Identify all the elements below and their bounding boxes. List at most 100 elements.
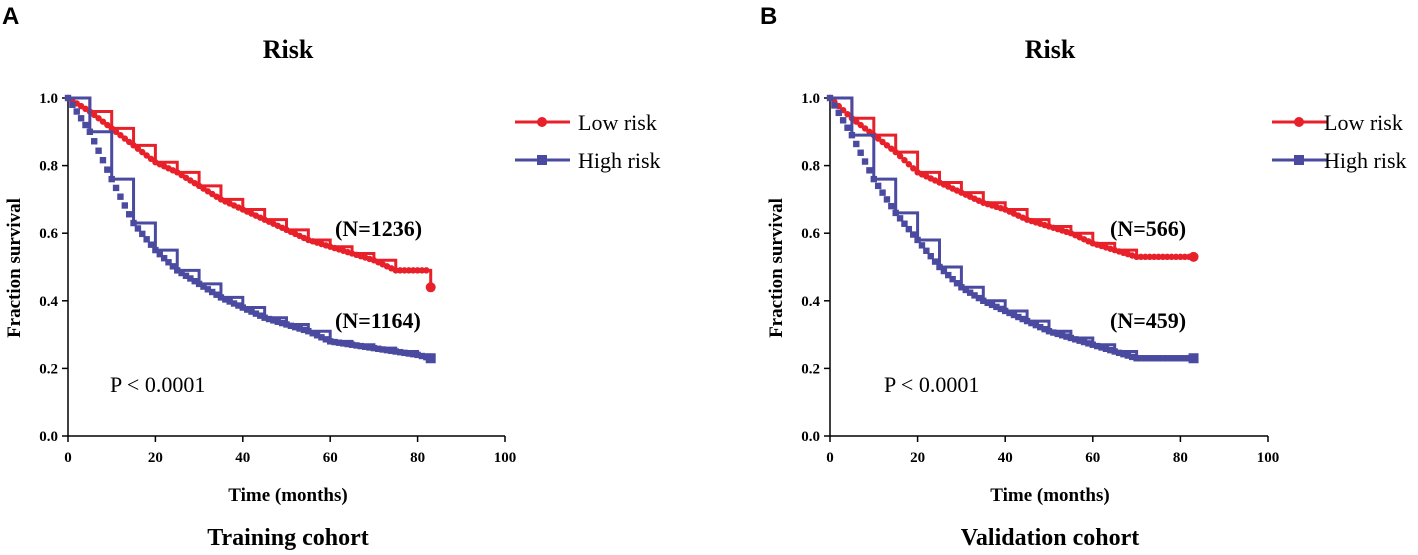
data-point-low-risk [1150,253,1158,261]
data-point-high-risk [1050,329,1057,336]
data-point-high-risk [112,184,120,192]
data-point-low-risk [883,142,891,149]
data-point-low-risk [1172,253,1180,261]
data-point-high-risk [143,236,150,243]
data-point-high-risk [99,156,107,164]
data-point-low-risk [423,267,430,274]
data-point-high-risk [844,124,851,131]
chart-title: Risk [263,35,314,64]
data-point-high-risk [278,319,286,327]
x-tick-label: 80 [410,450,425,466]
data-point-high-risk [1006,309,1013,317]
data-point-high-risk [204,286,212,293]
data-point-high-risk [1058,332,1066,339]
data-point-high-risk [283,321,290,328]
data-point-high-risk [265,315,273,323]
data-point-high-risk [292,323,299,331]
data-point-high-risk [1115,349,1123,357]
data-point-high-risk [130,219,137,227]
data-point-low-risk [853,118,860,125]
data-point-high-risk [353,342,360,349]
data-point-high-risk [82,121,89,129]
data-point-high-risk [91,138,98,145]
legend-label-low-risk: Low risk [1324,110,1403,135]
data-point-high-risk [1133,355,1140,362]
data-point-high-risk [125,211,133,218]
data-point-high-risk [174,267,181,274]
data-point-low-risk [91,111,98,119]
data-point-high-risk [962,286,969,294]
data-point-high-risk [388,347,395,355]
data-point-high-risk [309,330,316,337]
x-tick-label: 100 [494,450,517,466]
data-point-low-risk [139,148,146,156]
data-point-high-risk [988,301,996,309]
data-point-high-risk [331,338,338,346]
data-point-high-risk [383,346,391,354]
data-point-high-risk [160,255,168,262]
data-point-high-risk [1098,344,1105,351]
y-axis-label: Fraction survival [4,198,25,338]
cohort-caption: Validation cohort [961,525,1139,551]
data-point-high-risk [892,209,899,217]
data-point-high-risk [296,325,303,332]
data-point-high-risk [831,102,838,109]
data-point-high-risk [300,326,308,334]
data-point-high-risk [222,296,229,303]
data-point-high-risk [165,259,172,266]
data-point-high-risk [104,166,111,173]
data-point-high-risk [327,338,334,345]
panel-letter-a: A [2,3,19,30]
data-point-low-risk [905,161,913,168]
data-point-high-risk [953,280,961,287]
data-point-high-risk [984,299,991,307]
data-point-high-risk [923,247,930,254]
data-point-high-risk [248,308,255,315]
data-point-high-risk [322,336,330,343]
data-point-high-risk [879,189,886,196]
data-point-high-risk [918,242,926,249]
data-point-high-risk [1002,307,1009,315]
data-point-high-risk [1181,355,1188,362]
data-point-high-risk [839,117,847,124]
data-point-high-risk [905,225,913,233]
data-point-high-risk [392,348,399,355]
data-point-high-risk [340,340,347,347]
data-point-low-risk [112,128,120,135]
panel-letter-b: B [760,3,777,30]
data-point-high-risk [993,303,1000,311]
data-point-high-risk [77,115,85,122]
data-point-high-risk [910,231,917,238]
data-point-high-risk [1142,355,1149,362]
data-point-high-risk [195,280,203,288]
data-point-high-risk [1155,355,1162,362]
x-tick-label: 40 [998,450,1013,466]
data-point-low-risk [901,156,908,164]
y-axis-label: Fraction survival [766,198,787,338]
data-point-high-risk [936,263,943,271]
legend-marker-high-risk [537,155,547,165]
data-point-high-risk [1124,352,1132,359]
y-tick-label: 1.0 [801,91,820,107]
data-point-high-risk [121,202,129,209]
data-point-high-risk [86,128,94,135]
data-point-low-risk [104,121,111,129]
panel-a: A Risk Fraction survival Time (months) T… [2,3,661,551]
data-point-low-risk [1146,253,1153,261]
data-point-high-risk [866,167,873,174]
data-point-high-risk [139,230,146,238]
data-point-low-risk [117,131,124,139]
data-point-high-risk [874,182,882,190]
data-point-high-risk [1019,315,1026,323]
data-point-low-risk [866,128,873,135]
data-point-high-risk [1102,345,1110,352]
data-point-high-risk [1107,346,1114,354]
data-point-high-risk [156,250,163,258]
data-point-high-risk [209,288,216,296]
legend-marker-high-risk [1294,155,1304,165]
data-point-high-risk [883,196,891,203]
data-point-high-risk [1010,311,1018,319]
data-point-high-risk [230,300,238,307]
data-point-high-risk [1085,340,1092,347]
